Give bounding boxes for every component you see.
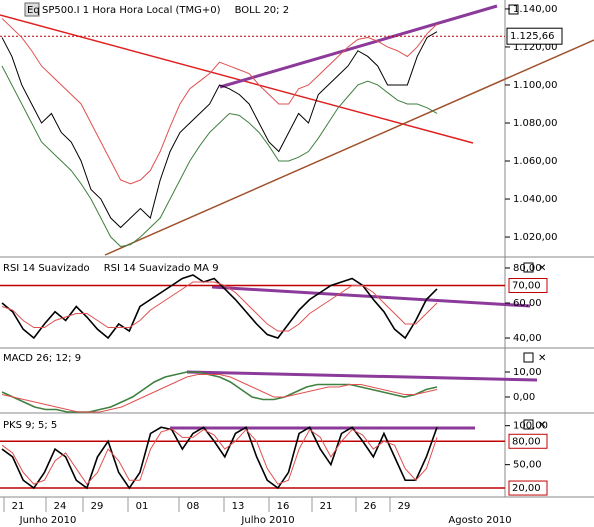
- x-tick-label: 21: [320, 501, 333, 512]
- panel-title: MACD 26; 12; 9: [3, 353, 81, 364]
- series-line: [1, 428, 438, 485]
- x-tick-label: 13: [232, 501, 245, 512]
- y-tick-label: 1.060,00: [513, 156, 558, 167]
- close-button: ✕: [538, 263, 546, 274]
- last-price-label: 1.125,66: [510, 31, 555, 42]
- y-tick-label: 10,00: [513, 367, 542, 378]
- y-tick-label: 1.100,00: [513, 80, 558, 91]
- window-button[interactable]: [523, 262, 534, 273]
- reference-label: 20,00: [512, 483, 541, 494]
- reference-label: 80,00: [512, 436, 541, 447]
- panel-title: RSI 14 Suavizado: [3, 263, 90, 274]
- y-tick-label: 1.040,00: [513, 194, 558, 205]
- series-line: [1, 18, 438, 185]
- y-tick-label: 60,00: [513, 298, 542, 309]
- x-tick-label: 24: [54, 501, 67, 512]
- y-tick-label: 1.080,00: [513, 118, 558, 129]
- last-price-box: [506, 27, 563, 45]
- x-tick-label: 26: [364, 501, 377, 512]
- series-line: [1, 31, 438, 229]
- panel-indicator[interactable]: BOLL 20; 2: [235, 5, 290, 16]
- reference-box: [508, 480, 548, 496]
- trend-line: [186, 370, 538, 382]
- x-tick-label: 08: [187, 501, 200, 512]
- series-line: [1, 374, 438, 413]
- close-button: ✕: [538, 420, 546, 431]
- trend-line: [219, 4, 498, 89]
- window-button[interactable]: [508, 4, 519, 15]
- month-label: Junho 2010: [19, 515, 77, 526]
- y-tick-label: 80,00: [513, 263, 542, 274]
- panel-indicator[interactable]: RSI 14 Suavizado MA 9: [104, 263, 219, 274]
- y-tick-label: 40,00: [513, 333, 542, 344]
- y-tick-label: 100,00: [513, 421, 548, 432]
- trend-line: [104, 39, 594, 256]
- reference-box: [508, 433, 548, 449]
- y-tick-label: 1.120,00: [513, 42, 558, 53]
- x-tick-label: 21: [12, 501, 25, 512]
- trend-line: [0, 14, 474, 144]
- panel-title: SP500.I 1 Hora Hora Local (TMG+0): [42, 5, 221, 16]
- reference-box: [508, 277, 548, 293]
- panel-title: PKS 9; 5; 5: [3, 420, 57, 431]
- chart-layer: 1.140,00 1.120,00 1.100,00 1.080,00 1.060,00…: [0, 4, 563, 526]
- month-label: Julho 2010: [240, 515, 294, 526]
- window-button[interactable]: [523, 419, 534, 430]
- month-label: Agosto 2010: [448, 515, 511, 526]
- reference-label: 70,00: [512, 280, 541, 291]
- series-line: [1, 281, 438, 332]
- y-tick-label: 0,00: [513, 392, 535, 403]
- x-tick-label: 16: [277, 501, 290, 512]
- x-tick-label: 29: [91, 501, 104, 512]
- series-line: [1, 65, 438, 248]
- close-button: ✕: [538, 353, 546, 364]
- eq-icon[interactable]: [24, 2, 40, 17]
- series-line: [1, 371, 438, 413]
- window-button[interactable]: [523, 352, 534, 363]
- eq-label: Eq: [27, 5, 40, 16]
- y-tick-label: 1.140,00: [513, 4, 558, 15]
- y-tick-label: 1.020,00: [513, 232, 558, 243]
- y-tick-label: 50,00: [513, 460, 542, 471]
- series-line: [1, 426, 438, 490]
- x-tick-label: 29: [398, 501, 411, 512]
- x-tick-label: 01: [136, 501, 149, 512]
